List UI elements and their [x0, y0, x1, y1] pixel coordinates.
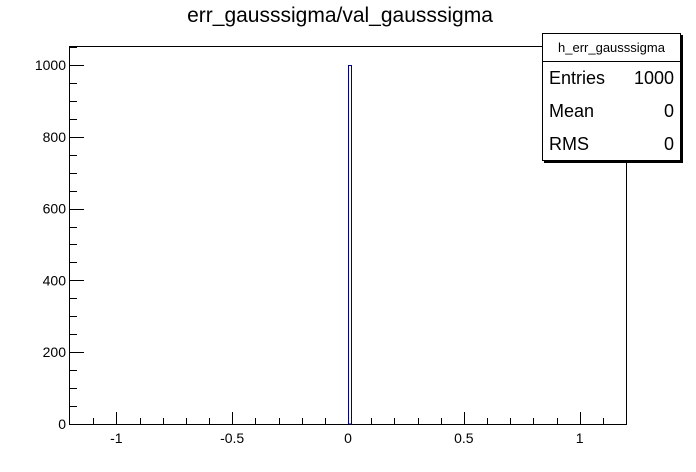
- y-tick-label: 0: [58, 416, 66, 432]
- y-tick-label: 600: [43, 201, 67, 217]
- stats-box: h_err_gausssigma Entries 1000 Mean 0 RMS…: [542, 33, 681, 161]
- stats-mean-label: Mean: [549, 101, 595, 121]
- y-tick-label: 200: [43, 344, 67, 360]
- stats-rms-value: 0: [663, 134, 674, 154]
- y-tick-label: 400: [43, 272, 67, 288]
- stats-entries-label: Entries: [549, 68, 606, 88]
- histogram-bars: [348, 65, 352, 425]
- stats-entries-value: 1000: [633, 68, 674, 88]
- x-tick-label: 0: [344, 430, 352, 446]
- x-tick-label: 0.5: [454, 430, 474, 446]
- stats-row-rms: RMS 0: [543, 128, 680, 161]
- stats-box-title: h_err_gausssigma: [543, 34, 680, 62]
- stats-row-mean: Mean 0: [543, 95, 680, 128]
- chart-title: err_gausssigma/val_gausssigma: [187, 4, 493, 27]
- stats-rms-label: RMS: [549, 134, 589, 154]
- x-tick-label: -0.5: [220, 430, 244, 446]
- histogram-bar: [348, 65, 352, 425]
- stats-row-entries: Entries 1000: [543, 62, 680, 95]
- y-tick-label: 1000: [35, 57, 66, 73]
- y-axis: 0 200 400 600 800 1000: [35, 47, 84, 432]
- x-tick-label: -1: [110, 430, 123, 446]
- y-tick-label: 800: [43, 129, 67, 145]
- x-tick-label: 1: [576, 430, 584, 446]
- x-axis: -1 -0.5 0 0.5 1: [93, 412, 604, 446]
- stats-mean-value: 0: [663, 101, 674, 121]
